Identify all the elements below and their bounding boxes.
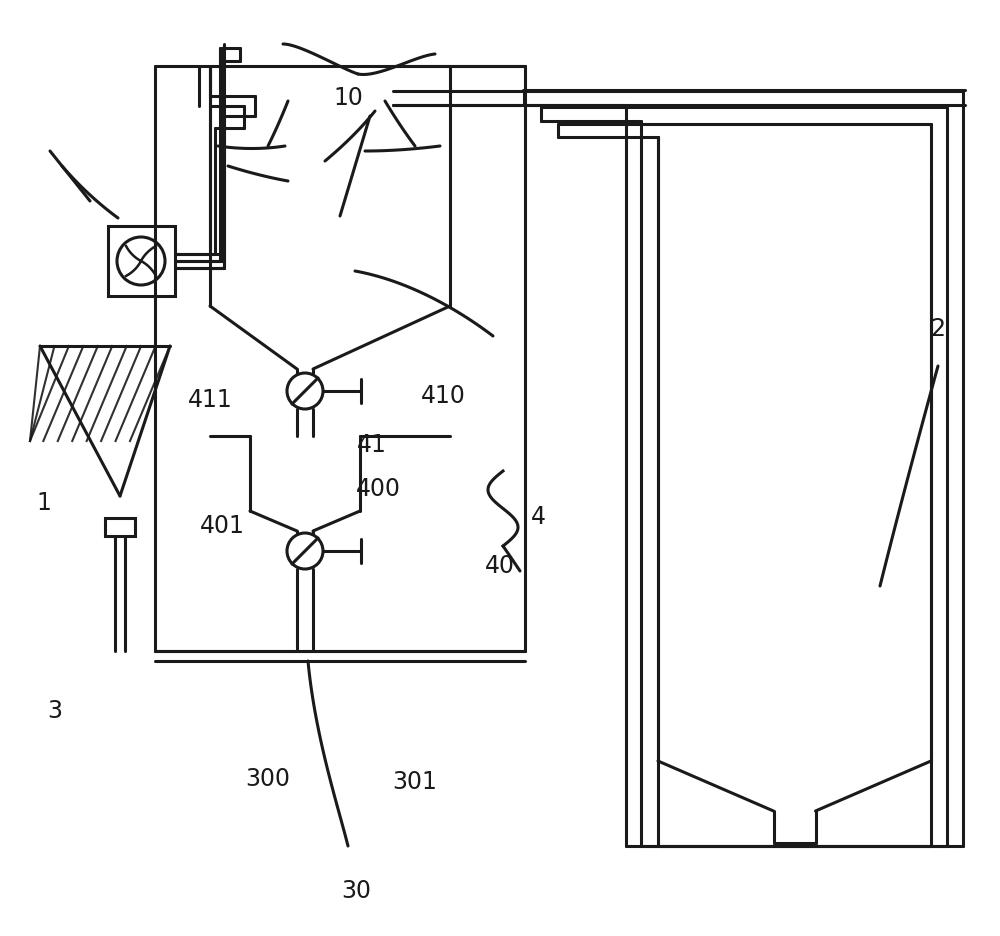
- Text: 2: 2: [930, 317, 946, 342]
- Text: 41: 41: [357, 432, 387, 457]
- Text: 411: 411: [188, 388, 232, 412]
- Text: 401: 401: [200, 514, 244, 538]
- Text: 300: 300: [246, 767, 290, 791]
- Text: 4: 4: [530, 505, 546, 529]
- Text: 301: 301: [393, 769, 437, 794]
- Text: 410: 410: [421, 384, 465, 408]
- Text: 3: 3: [48, 699, 62, 724]
- Text: 30: 30: [341, 879, 371, 903]
- Text: 400: 400: [356, 476, 400, 501]
- Text: 1: 1: [37, 490, 51, 515]
- Text: 40: 40: [485, 554, 515, 578]
- Circle shape: [287, 533, 323, 569]
- Circle shape: [117, 237, 165, 285]
- Circle shape: [287, 373, 323, 409]
- Bar: [105, 518, 135, 536]
- Text: 10: 10: [333, 86, 363, 110]
- Bar: [108, 226, 175, 296]
